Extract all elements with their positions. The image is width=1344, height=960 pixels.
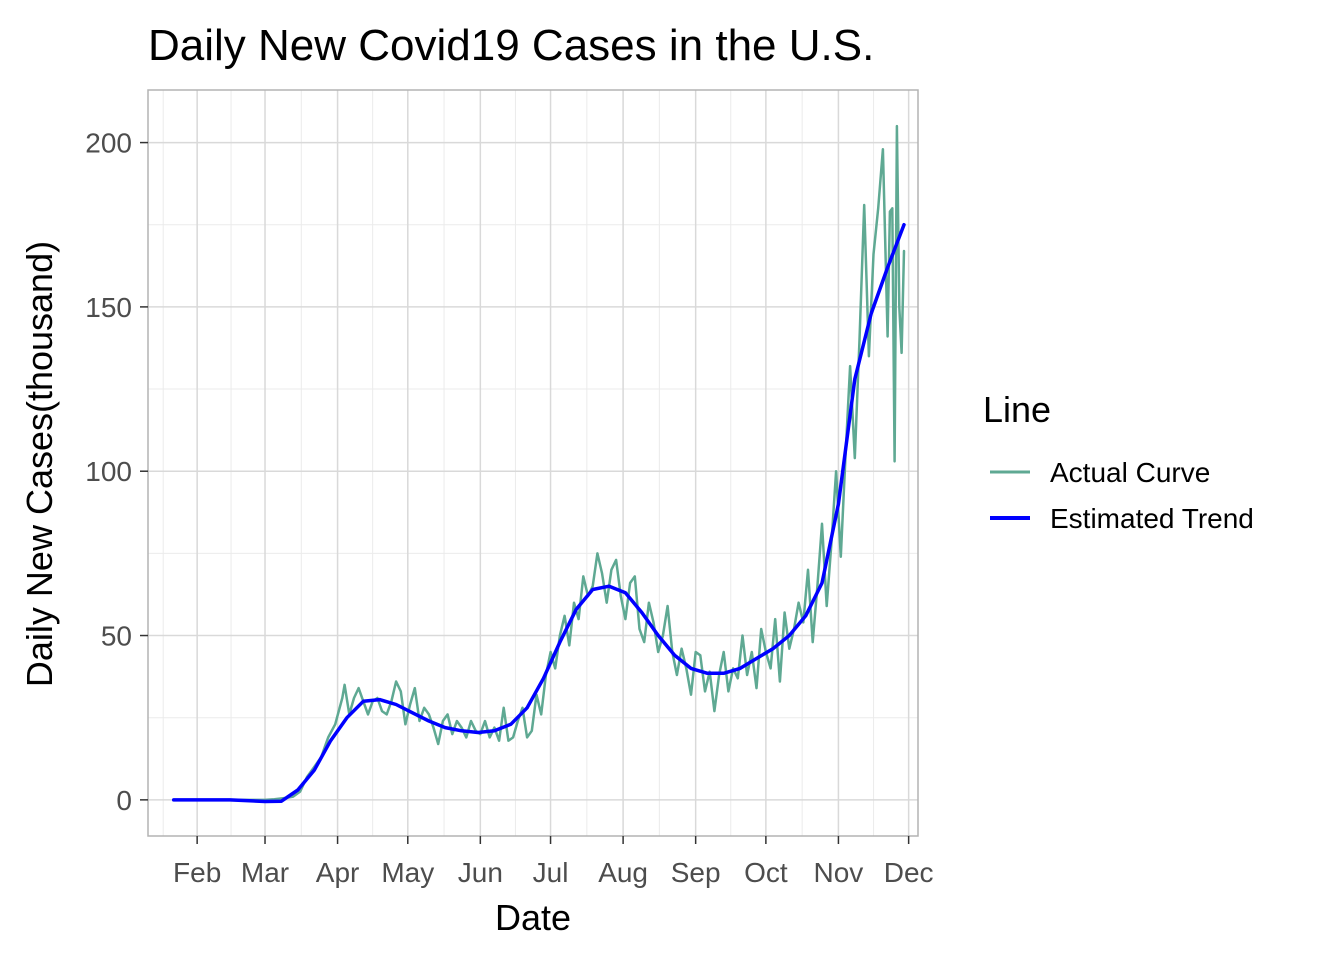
y-tick-label: 100 bbox=[85, 456, 132, 487]
x-tick-label: Nov bbox=[814, 857, 864, 888]
x-tick-label: Sep bbox=[671, 857, 721, 888]
legend: Line Actual Curve Estimated Trend bbox=[983, 389, 1254, 534]
y-axis-title: Daily New Cases(thousand) bbox=[19, 241, 60, 687]
legend-label-actual-curve: Actual Curve bbox=[1050, 457, 1210, 488]
estimated-trend-line bbox=[171, 222, 906, 804]
legend-title: Line bbox=[983, 389, 1051, 430]
y-tick-label: 150 bbox=[85, 292, 132, 323]
y-tick-label: 50 bbox=[101, 621, 132, 652]
x-axis-title: Date bbox=[495, 897, 571, 938]
y-tick-label: 0 bbox=[116, 785, 132, 816]
x-tick-label: Apr bbox=[316, 857, 360, 888]
x-tick-label: Feb bbox=[173, 857, 221, 888]
x-tick-label: Mar bbox=[241, 857, 289, 888]
panel-border bbox=[147, 89, 919, 837]
x-tick-label: Aug bbox=[598, 857, 648, 888]
x-tick-label: Oct bbox=[744, 857, 788, 888]
x-tick-label: May bbox=[381, 857, 434, 888]
x-tick-label: Jul bbox=[533, 857, 569, 888]
y-axis-ticks: 0 50 100 150 200 bbox=[85, 128, 148, 816]
panel-background bbox=[148, 90, 918, 836]
x-axis-ticks: Feb Mar Apr May Jun Jul Aug Sep Oct Nov Dec bbox=[173, 836, 934, 888]
legend-label-estimated-trend: Estimated Trend bbox=[1050, 503, 1254, 534]
chart-title: Daily New Covid19 Cases in the U.S. bbox=[148, 21, 874, 70]
plot-panel bbox=[147, 89, 919, 837]
x-tick-label: Jun bbox=[458, 857, 503, 888]
x-tick-label: Dec bbox=[884, 857, 934, 888]
y-tick-label: 200 bbox=[85, 128, 132, 159]
actual-curve-line bbox=[172, 124, 906, 802]
